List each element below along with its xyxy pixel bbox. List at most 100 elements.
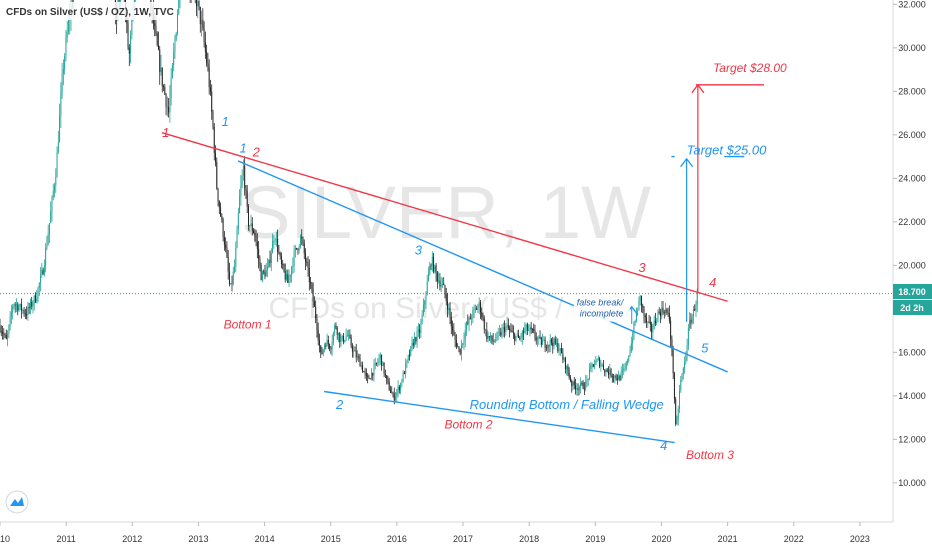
candle-body [520, 337, 522, 339]
candle-body [558, 350, 560, 352]
candle-body [8, 325, 10, 334]
red-annotation-text: Bottom 2 [445, 417, 493, 431]
candle-body [174, 40, 176, 52]
candle-body [34, 295, 36, 302]
candle-body [303, 243, 305, 254]
candle-body [364, 371, 366, 374]
candle-body [14, 304, 16, 306]
candle-body [218, 201, 220, 208]
candle-body [10, 312, 12, 317]
candle-body [668, 313, 670, 321]
candle-body [242, 165, 244, 176]
candle-body [401, 381, 403, 384]
candle-body [604, 369, 606, 373]
candle-body [548, 344, 550, 346]
candle-body [244, 165, 246, 189]
candle-body [266, 266, 268, 271]
candle-body [498, 331, 500, 333]
x-tick-label: 2019 [585, 534, 605, 544]
candle-body [59, 115, 61, 143]
candle-body [54, 185, 56, 192]
y-tick-label: 10.000 [898, 478, 926, 488]
candle-body [619, 375, 621, 380]
candle-body [426, 281, 428, 295]
candle-body [255, 235, 257, 242]
candle-body [24, 313, 26, 315]
candle-body [663, 311, 665, 314]
candle-body [611, 376, 613, 378]
candle-body [544, 339, 546, 348]
candle-body [666, 309, 668, 313]
candle-body [469, 317, 471, 320]
candle-body [209, 87, 211, 92]
candle-body [350, 337, 352, 347]
drawing-tools[interactable] [161, 83, 765, 444]
candle-body [458, 346, 460, 349]
candle-body [460, 344, 462, 355]
header-bg [0, 2, 172, 20]
candle-body [133, 0, 135, 4]
candle-body [201, 19, 203, 25]
red-annotation-text: Bottom 1 [224, 317, 272, 331]
candle-body [343, 335, 345, 342]
candle-body [326, 340, 328, 347]
candle-body [496, 332, 498, 340]
candle-body [649, 322, 651, 325]
candle-body [305, 253, 307, 262]
candle-body [41, 269, 43, 276]
symbol-title[interactable]: CFDs on Silver (US$ / OZ), 1W, TVC [6, 7, 174, 18]
candle-body [387, 378, 389, 383]
candle-body [519, 337, 521, 339]
blue-wave-number: 1 [239, 140, 246, 155]
candle-body [358, 356, 360, 359]
candle-body [435, 265, 437, 274]
candle-body [516, 334, 518, 337]
candle-body [2, 331, 4, 334]
candle-body [581, 383, 583, 384]
x-tick-label: 2010 [0, 534, 10, 544]
candle-body [51, 197, 53, 212]
candle-body [284, 271, 286, 280]
candle-body [131, 19, 133, 36]
candle-body [577, 388, 579, 391]
y-tick-label: 12.000 [898, 434, 926, 444]
candle-body [450, 317, 452, 327]
candle-body [251, 223, 253, 232]
tradingview-logo[interactable] [5, 490, 29, 514]
price-axis-panel[interactable] [893, 0, 932, 522]
tradingview-logo-icon [10, 497, 24, 506]
candle-body [549, 339, 551, 346]
candle-body [17, 304, 19, 311]
candle-body [504, 327, 506, 333]
x-tick-label: 2021 [718, 534, 738, 544]
candle-body [524, 328, 526, 333]
candle-body [564, 358, 566, 370]
candle-body [431, 256, 433, 266]
candle-body [370, 372, 372, 380]
false-break-label-bg [573, 295, 630, 322]
candle-body [445, 294, 447, 302]
candle-body [538, 336, 540, 339]
candle-body [31, 301, 33, 307]
candle-body [33, 295, 35, 304]
candle-body [464, 330, 466, 340]
candle-body [447, 301, 449, 310]
candle-body [245, 188, 247, 191]
candle-body [289, 274, 291, 277]
candle-body [679, 390, 681, 409]
candle-body [675, 398, 677, 424]
candle-body [50, 211, 52, 224]
time-axis-panel[interactable] [0, 522, 932, 550]
candle-body [502, 327, 504, 330]
x-tick-label: 2017 [453, 534, 473, 544]
candle-body [316, 318, 318, 331]
x-tick-label: 2018 [519, 534, 539, 544]
candle-body [695, 304, 697, 311]
candle-body [414, 337, 416, 346]
candle-body [4, 334, 6, 336]
candle-body [384, 373, 386, 376]
candle-body [368, 377, 370, 379]
